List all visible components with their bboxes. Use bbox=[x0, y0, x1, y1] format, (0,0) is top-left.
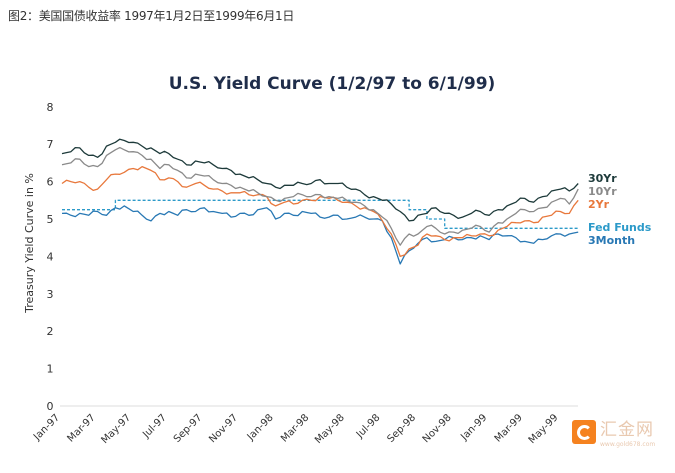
y-axis-label: Treasury Yield Curve in % bbox=[23, 173, 36, 314]
x-tick-label: Jan-98 bbox=[245, 412, 276, 443]
series-lines bbox=[61, 138, 579, 265]
x-tick-labels: Jan-97 Mar-97 May-97 Jul-97 Sep-97 Nov-97 Jan-… bbox=[31, 412, 560, 446]
series-line-3month bbox=[61, 205, 579, 265]
figure-caption: 图2：美国国债收益率 1997年1月2日至1999年6月1日 bbox=[8, 9, 295, 23]
legend-item-3month: 3Month bbox=[588, 234, 635, 247]
x-tick-label: Sep-97 bbox=[172, 412, 205, 445]
series-line-2yr bbox=[61, 165, 579, 258]
x-tick-label: Nov-97 bbox=[207, 412, 240, 445]
y-tick-label: 6 bbox=[47, 176, 54, 189]
x-tick-label: Mar-99 bbox=[493, 412, 525, 444]
y-tick-labels: 0 1 2 3 4 5 6 7 8 bbox=[47, 101, 54, 413]
legend-item-10yr: 10Yr bbox=[588, 185, 617, 198]
y-tick-label: 8 bbox=[47, 101, 54, 114]
x-tick-label: Jan-97 bbox=[31, 412, 62, 443]
legend-item-fed-funds: Fed Funds bbox=[588, 221, 652, 234]
y-tick-label: 4 bbox=[47, 250, 54, 263]
series-line-fed-funds bbox=[62, 199, 579, 229]
watermark-name: 汇金网 bbox=[600, 420, 654, 440]
x-tick-label: Nov-98 bbox=[421, 412, 454, 445]
series-line-30yr bbox=[61, 138, 579, 222]
y-tick-label: 7 bbox=[47, 138, 54, 151]
x-tick-label: May-97 bbox=[99, 412, 133, 446]
x-tick-label: Mar-98 bbox=[279, 412, 311, 444]
watermark: 汇金网 www.gold678.com bbox=[572, 420, 672, 450]
x-tick-label: Jul-98 bbox=[354, 412, 383, 441]
y-tick-label: 2 bbox=[47, 325, 54, 338]
y-tick-label: 3 bbox=[47, 288, 54, 301]
x-tick-label: May-98 bbox=[313, 412, 347, 446]
x-tick-label: Jul-97 bbox=[140, 412, 169, 441]
x-tick-label: Sep-98 bbox=[385, 412, 418, 445]
x-tick-label: May-99 bbox=[527, 412, 561, 446]
y-tick-label: 5 bbox=[47, 213, 54, 226]
series-line-10yr bbox=[61, 146, 579, 246]
legend-item-2yr: 2Yr bbox=[588, 198, 610, 211]
gold678-logo-icon bbox=[572, 420, 596, 444]
watermark-url: www.gold678.com bbox=[600, 441, 656, 448]
y-tick-label: 0 bbox=[47, 400, 54, 413]
x-tick-label: Mar-97 bbox=[66, 412, 98, 444]
chart-title: U.S. Yield Curve (1/2/97 to 6/1/99) bbox=[169, 74, 496, 94]
x-tick-label: Jan-99 bbox=[458, 412, 489, 443]
legend-item-30yr: 30Yr bbox=[588, 172, 617, 185]
y-tick-label: 1 bbox=[47, 363, 54, 376]
